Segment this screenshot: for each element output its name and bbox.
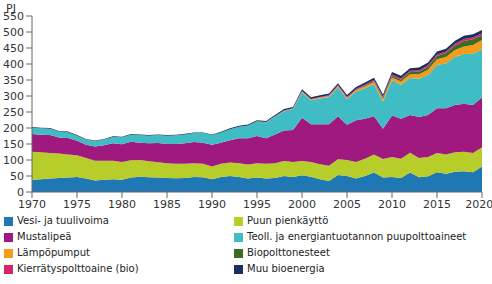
svg-text:300: 300 xyxy=(8,90,24,103)
svg-text:150: 150 xyxy=(8,138,24,151)
svg-text:2015: 2015 xyxy=(423,198,451,211)
svg-text:2010: 2010 xyxy=(378,198,406,211)
svg-text:50: 50 xyxy=(10,170,24,183)
svg-text:2020*: 2020* xyxy=(465,198,484,211)
svg-text:350: 350 xyxy=(8,74,24,87)
svg-text:100: 100 xyxy=(8,154,24,167)
svg-text:1970: 1970 xyxy=(18,198,46,211)
svg-text:1985: 1985 xyxy=(153,198,181,211)
svg-text:0: 0 xyxy=(17,186,24,199)
svg-text:2000: 2000 xyxy=(288,198,316,211)
svg-text:1980: 1980 xyxy=(108,198,136,211)
svg-text:2005: 2005 xyxy=(333,198,361,211)
svg-text:1975: 1975 xyxy=(63,198,91,211)
svg-text:1995: 1995 xyxy=(243,198,271,211)
svg-text:250: 250 xyxy=(8,106,24,119)
svg-text:550: 550 xyxy=(8,10,24,23)
svg-text:200: 200 xyxy=(8,122,24,135)
svg-text:450: 450 xyxy=(8,42,24,55)
svg-text:500: 500 xyxy=(8,26,24,39)
svg-text:400: 400 xyxy=(8,58,24,71)
svg-text:1990: 1990 xyxy=(198,198,226,211)
